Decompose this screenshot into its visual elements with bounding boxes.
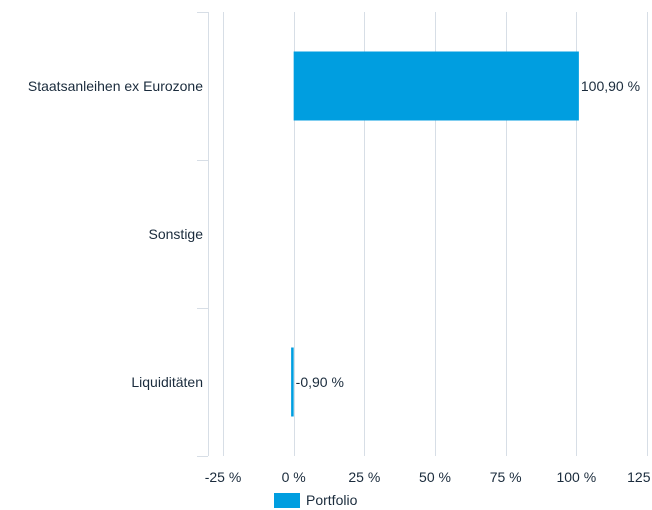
x-tick-label-4: 75 %: [490, 469, 522, 485]
category-label-2: Liquiditäten: [131, 374, 203, 390]
category-label-0: Staatsanleihen ex Eurozone: [28, 78, 203, 94]
x-tick-label-0: -25 %: [205, 469, 242, 485]
x-tick-label-2: 25 %: [348, 469, 380, 485]
x-tick-label-3: 50 %: [419, 469, 451, 485]
data-label-0: 100,90 %: [581, 78, 640, 94]
category-label-1: Sonstige: [149, 226, 204, 242]
x-tick-label-6: 125 %: [627, 469, 652, 485]
x-tick-label-5: 100 %: [556, 469, 596, 485]
x-tick-label-1: 0 %: [282, 469, 306, 485]
bar-2: [291, 347, 294, 417]
legend: Portfolio: [274, 490, 357, 510]
legend-label-portfolio: Portfolio: [306, 492, 358, 508]
legend-swatch-portfolio: [274, 492, 300, 508]
data-label-2: -0,90 %: [296, 374, 344, 390]
bar-0: [293, 51, 579, 121]
